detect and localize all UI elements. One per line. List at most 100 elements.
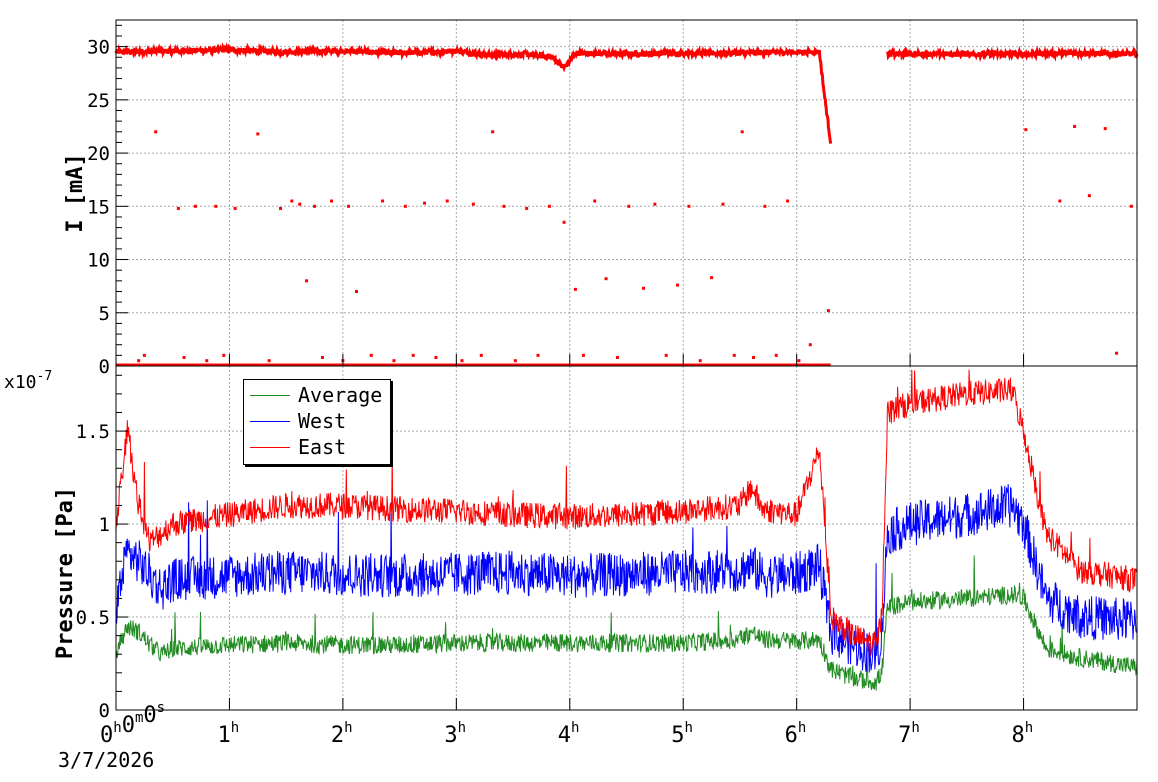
current-point: [330, 199, 334, 203]
legend-swatch-east: [250, 446, 290, 448]
current-point: [423, 201, 427, 205]
current-point: [411, 353, 415, 357]
current-point: [1087, 194, 1091, 198]
current-point: [808, 343, 812, 347]
current-point: [1058, 199, 1062, 203]
current-y-axis: 0 5 10 15 20 25 30: [87, 24, 128, 378]
pressure-panel: 0 0.5 1 1.5 0h0m0s 1h 2h 3h 4h 5h 6h 7h 8h Pressure […: [4, 365, 1138, 748]
date-label: 3/7/2026: [58, 748, 155, 772]
current-point: [256, 132, 260, 136]
current-point: [278, 206, 282, 210]
current-y-tick-label: 5: [99, 303, 110, 325]
current-point: [355, 289, 359, 293]
x-tick-label: 6h: [785, 720, 807, 748]
current-point: [710, 276, 714, 280]
current-point: [642, 286, 646, 290]
current-point: [176, 206, 180, 210]
current-point: [182, 355, 186, 359]
current-point: [797, 359, 801, 363]
current-point: [513, 359, 517, 363]
current-point: [193, 204, 197, 208]
current-point: [1115, 351, 1119, 355]
legend-entry-average: Average: [250, 383, 382, 407]
x-tick-label: 4h: [558, 720, 580, 748]
current-y-tick-label: 25: [87, 90, 110, 112]
pressure-y-axis-title: Pressure [Pa]: [53, 487, 78, 659]
current-point: [721, 202, 725, 206]
current-point: [1129, 204, 1133, 208]
series-line-west: [115, 484, 1138, 673]
current-point: [305, 279, 309, 283]
current-y-tick-label: 15: [87, 196, 110, 218]
current-point: [698, 359, 702, 363]
current-point: [381, 199, 385, 203]
x-tick-label: 8h: [1012, 720, 1034, 748]
x-tick-label: 7h: [898, 720, 920, 748]
current-y-tick-label: 30: [87, 37, 110, 59]
current-point: [593, 199, 597, 203]
current-point: [403, 204, 407, 208]
current-y-tick-label: 10: [87, 250, 110, 272]
current-point: [826, 309, 830, 313]
current-point: [214, 204, 218, 208]
pressure-y-tick-label: 1: [99, 514, 110, 536]
current-point: [763, 204, 767, 208]
pressure-y-exponent: x10-7: [4, 369, 52, 393]
legend-swatch-west: [250, 420, 290, 422]
current-point: [752, 355, 756, 359]
current-panel: 0 5 10 15 20 25 30 I [mA]: [63, 19, 1139, 378]
current-segment-3: [885, 45, 1139, 63]
x-tick-label: 0h0m0s: [100, 700, 165, 748]
pressure-y-tick-label: 0: [99, 700, 110, 722]
current-point: [536, 353, 540, 357]
legend-entry-west: West: [250, 409, 346, 433]
current-point: [627, 204, 631, 208]
series-line-average: [115, 555, 1138, 691]
current-point: [205, 359, 209, 363]
current-point: [604, 277, 608, 281]
current-y-axis-title: I [mA]: [63, 153, 88, 232]
current-y-tick-label: 20: [87, 143, 110, 165]
pressure-frame: [115, 365, 1138, 711]
current-point: [392, 359, 396, 363]
current-point: [740, 130, 744, 134]
legend-label-average: Average: [298, 383, 383, 407]
series-line-east: [115, 369, 1138, 656]
current-point: [774, 353, 778, 357]
pressure-y-axis: 0 0.5 1 1.5: [76, 374, 128, 722]
current-point: [222, 353, 226, 357]
current-point: [525, 206, 529, 210]
current-point: [233, 206, 237, 210]
current-point: [142, 353, 146, 357]
pressure-y-tick-label: 0.5: [76, 607, 110, 629]
current-point: [615, 355, 619, 359]
current-point: [137, 359, 141, 363]
current-y-tick-label: 0: [99, 356, 110, 378]
pressure-y-tick-label: 1.5: [76, 421, 110, 443]
current-point: [320, 355, 324, 359]
current-point: [676, 283, 680, 287]
current-segment-1: [114, 42, 821, 73]
current-point: [786, 199, 790, 203]
legend-entry-east: East: [250, 435, 346, 459]
current-point: [1073, 124, 1077, 128]
current-point: [653, 202, 657, 206]
current-segment-2: [817, 49, 833, 144]
current-point: [1103, 127, 1107, 131]
current-point: [581, 353, 585, 357]
current-outliers: [137, 124, 1133, 363]
current-x-ticks: [115, 354, 1025, 366]
current-grid: [116, 20, 1137, 366]
legend-swatch-average: [250, 394, 290, 396]
legend-label-west: West: [298, 409, 347, 433]
current-point: [562, 220, 566, 224]
current-point: [290, 199, 294, 203]
current-point: [664, 353, 668, 357]
current-point: [369, 353, 373, 357]
current-point: [298, 202, 302, 206]
current-point: [502, 204, 506, 208]
current-point: [471, 202, 475, 206]
x-tick-label: 5h: [671, 720, 693, 748]
current-point: [313, 204, 317, 208]
